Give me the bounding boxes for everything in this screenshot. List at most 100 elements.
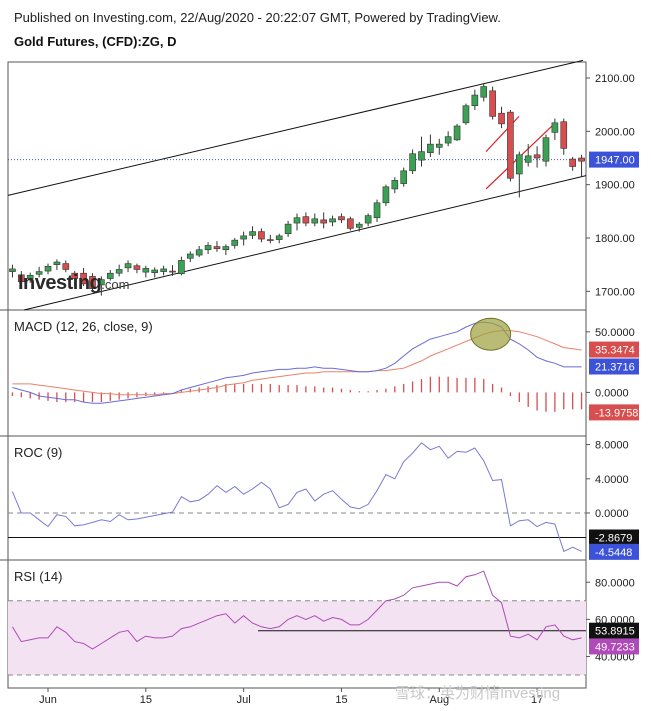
roc-title: ROC (9) (14, 445, 62, 460)
candle-body (106, 272, 114, 279)
candle-body (18, 274, 25, 283)
candle-body (382, 186, 390, 204)
candle-body (311, 218, 319, 224)
rsi-tick-label: 40.0000 (595, 651, 635, 663)
macd-value-tag-label: 21.3716 (595, 361, 635, 373)
candle-body (418, 151, 425, 161)
candle-body (98, 279, 105, 286)
candle-body (533, 154, 541, 159)
symbol-title: Gold Futures, (CFD):ZG, D (14, 34, 177, 49)
roc-tick-label: 8.0000 (595, 440, 629, 452)
candle-body (569, 158, 576, 167)
candle-body (373, 202, 381, 219)
candle-body (178, 260, 185, 275)
plot-frame (7, 61, 587, 689)
x-tick-label: Jun (39, 694, 57, 706)
candle-body (258, 231, 265, 240)
candle-body (453, 125, 461, 141)
macd-signal-tag (589, 341, 639, 358)
candle-body (329, 218, 336, 223)
candle-body (124, 263, 132, 269)
roc-line (11, 442, 582, 553)
rsi-tick-label: 80.0000 (595, 577, 635, 589)
roc-tick-label: 0.0000 (595, 508, 629, 520)
macd-title: MACD (12, 26, close, 9) (14, 319, 153, 334)
candle-body (551, 122, 559, 133)
candle-body (302, 216, 310, 224)
candle-body (516, 154, 523, 175)
candle-body (240, 235, 247, 240)
source-credit: 雪球：英为财情Investing (395, 685, 561, 702)
candle-body (186, 253, 194, 259)
x-tick-label: 15 (335, 694, 347, 706)
candle-body (195, 249, 203, 256)
candle-body (409, 153, 416, 172)
candle-body (435, 143, 443, 148)
candle-body (462, 105, 470, 124)
price-tick-label: 1900.00 (595, 180, 635, 192)
candle-body (151, 269, 159, 273)
investing-logo: Investing.com (18, 272, 129, 295)
crossover-highlight (470, 317, 512, 351)
candle-body (293, 217, 301, 224)
logo-suffix: .com (101, 277, 130, 292)
macd-tick-label: 0.0000 (595, 387, 629, 399)
price-tick-label: 2000.00 (595, 126, 635, 138)
roc-value-label: -4.5448 (595, 547, 632, 559)
candle-body (89, 276, 96, 289)
candle-body (427, 143, 434, 153)
x-tick-label: Jul (237, 694, 251, 706)
last-price-tag (589, 151, 639, 168)
candle-body (231, 239, 239, 246)
macd-histogram-tag-label: -13.9758 (595, 407, 638, 419)
candle-body (9, 268, 16, 272)
candle-body (444, 136, 452, 144)
candle-body (53, 261, 61, 265)
candle-body (267, 239, 274, 241)
rsi-reference-label: 53.8915 (595, 626, 635, 638)
candle-body (213, 246, 221, 249)
channel-upper-line (7, 59, 584, 196)
candle-body (222, 246, 230, 251)
channel-lower-line (23, 175, 587, 311)
rsi-value-tag (589, 638, 639, 655)
candle-body (26, 275, 34, 279)
candle-body (160, 268, 167, 272)
roc-value-tag (589, 543, 639, 560)
roc-reference-label: -2.8679 (595, 532, 632, 544)
candle-body (364, 215, 372, 224)
x-tick-label: Aug (429, 694, 449, 706)
candle-body (284, 223, 292, 235)
published-caption: Published on Investing.com, 22/Aug/2020 … (14, 10, 501, 25)
candle-body (71, 272, 78, 279)
rsi-reference-tag (589, 622, 639, 639)
candle-body (80, 272, 87, 285)
candle-body (498, 112, 505, 125)
candle-body (578, 157, 585, 162)
roc-reference-tag (589, 529, 639, 546)
candle-body (507, 111, 514, 179)
x-tick-label: 17 (531, 694, 543, 706)
candle-body (249, 231, 256, 236)
candle-body (542, 137, 550, 162)
candle-body (524, 155, 532, 163)
macd-histogram-tag (589, 404, 639, 421)
x-tick-label: 15 (140, 694, 152, 706)
macd-tick-label: 50.0000 (595, 327, 635, 339)
candle-body (320, 219, 327, 224)
candle-body (391, 180, 399, 190)
candle-body (347, 218, 354, 229)
macd-value-tag (589, 358, 639, 375)
candle-body (480, 86, 488, 98)
candle-body (133, 265, 141, 270)
candle-body (275, 235, 283, 240)
rsi-title: RSI (14) (14, 569, 62, 584)
last-price-label: 1947.00 (595, 155, 635, 167)
candle-body (560, 121, 568, 149)
candle-body (115, 269, 123, 274)
candle-body (489, 90, 496, 117)
candle-body (338, 216, 345, 221)
price-tick-label: 1800.00 (595, 233, 635, 245)
macd-signal-tag-label: 35.3474 (595, 345, 635, 357)
